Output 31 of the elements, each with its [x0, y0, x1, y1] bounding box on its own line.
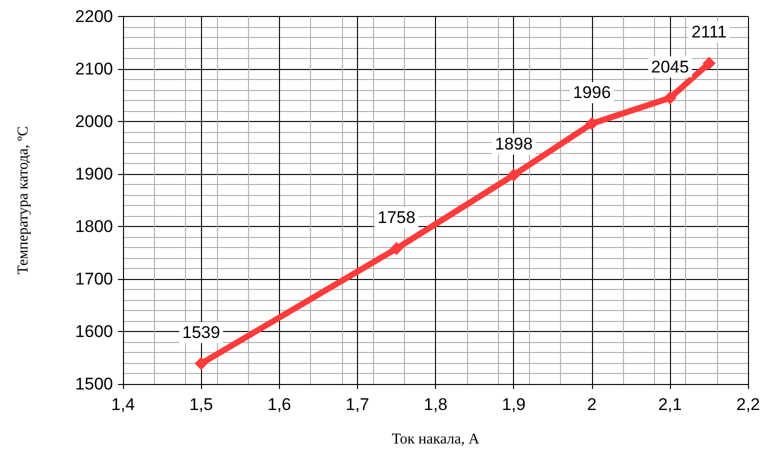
x-tick-label: 2,1 — [658, 395, 682, 414]
point — [194, 357, 208, 370]
data-label: 1898 — [494, 134, 533, 154]
y-tick-label: 2100 — [75, 60, 113, 78]
x-tick-label: 1,8 — [424, 395, 448, 414]
x-axis-title: Ток накала, А — [392, 432, 480, 448]
y-tick-label: 1600 — [75, 322, 113, 341]
x-tick-label: 1,4 — [111, 395, 135, 414]
x-tick-label: 1,7 — [346, 395, 370, 414]
y-axis-title: Температура катода, ºС — [16, 126, 32, 274]
data-label: 2045 — [651, 57, 689, 76]
data-label: 1996 — [572, 83, 611, 102]
point — [702, 56, 716, 70]
data-label: 1758 — [378, 208, 416, 228]
y-tick-label: 2000 — [75, 112, 113, 131]
y-tick-label: 1900 — [75, 164, 113, 184]
x-tick-label: 1,9 — [502, 395, 526, 414]
y-tick-label: 1500 — [75, 374, 113, 394]
y-tick-label: 1800 — [75, 217, 113, 236]
x-tick-label: 2,2 — [736, 395, 760, 414]
point — [507, 168, 520, 182]
x-tick-label: 1,6 — [267, 395, 292, 414]
data-label: 1539 — [182, 323, 220, 342]
point — [390, 242, 404, 256]
point — [664, 91, 677, 104]
x-tick-label: 1,5 — [189, 395, 213, 414]
x-tick-label: 2 — [587, 395, 597, 414]
y-tick-label: 1700 — [75, 270, 113, 288]
point — [585, 117, 598, 130]
y-tick-label: 2200 — [75, 7, 113, 26]
data-label: 2111 — [691, 22, 727, 42]
